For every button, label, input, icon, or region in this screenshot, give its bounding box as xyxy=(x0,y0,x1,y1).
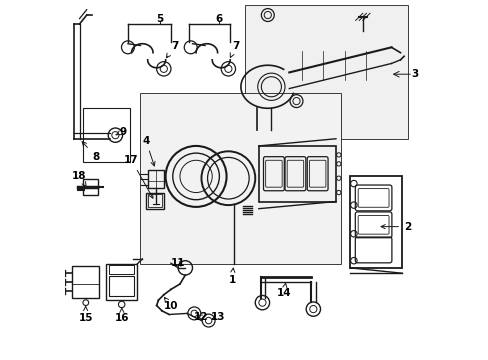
Text: 17: 17 xyxy=(124,155,153,198)
Bar xyxy=(147,170,163,188)
Text: 11: 11 xyxy=(171,258,185,268)
Bar xyxy=(109,276,134,296)
Bar xyxy=(258,146,335,202)
Text: 16: 16 xyxy=(114,307,129,323)
Text: 14: 14 xyxy=(276,283,291,298)
Bar xyxy=(140,94,341,264)
Text: 12: 12 xyxy=(194,312,208,322)
Text: 4: 4 xyxy=(142,136,155,166)
Bar xyxy=(72,266,99,298)
Text: 7: 7 xyxy=(166,41,178,58)
Text: 7: 7 xyxy=(230,41,239,58)
Bar xyxy=(349,176,402,268)
Bar xyxy=(147,194,162,207)
Text: 18: 18 xyxy=(72,171,86,186)
Bar xyxy=(109,265,134,274)
Text: 3: 3 xyxy=(410,69,418,79)
Bar xyxy=(83,108,129,162)
Bar xyxy=(140,94,341,264)
Text: 9: 9 xyxy=(116,127,126,136)
Text: 15: 15 xyxy=(78,306,93,323)
Text: 5: 5 xyxy=(156,14,163,24)
Text: 2: 2 xyxy=(380,222,410,231)
Text: 8: 8 xyxy=(82,141,99,162)
Bar xyxy=(106,264,137,300)
Bar xyxy=(145,193,163,209)
Text: 1: 1 xyxy=(228,268,235,285)
Text: 10: 10 xyxy=(163,297,178,311)
Text: 6: 6 xyxy=(215,14,223,24)
Text: 13: 13 xyxy=(210,312,224,322)
Bar xyxy=(83,179,98,195)
Bar xyxy=(246,6,407,139)
Bar xyxy=(246,6,407,139)
